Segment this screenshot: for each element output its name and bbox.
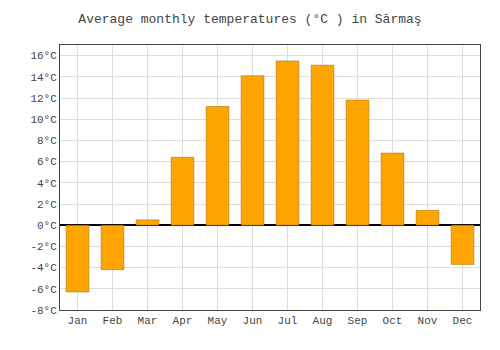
svg-text:Apr: Apr	[173, 315, 193, 327]
svg-text:-6°C: -6°C	[30, 284, 57, 296]
svg-text:-2°C: -2°C	[30, 241, 57, 253]
svg-text:Jan: Jan	[68, 315, 88, 327]
svg-text:Jun: Jun	[243, 315, 263, 327]
svg-text:Sep: Sep	[348, 315, 368, 327]
svg-text:Mar: Mar	[138, 315, 158, 327]
svg-text:4°C: 4°C	[37, 178, 57, 190]
svg-text:12°C: 12°C	[30, 93, 57, 105]
svg-text:Feb: Feb	[103, 315, 123, 327]
svg-text:16°C: 16°C	[30, 50, 57, 62]
svg-text:Dec: Dec	[453, 315, 473, 327]
svg-text:May: May	[208, 315, 228, 327]
svg-text:Jul: Jul	[278, 315, 298, 327]
svg-text:14°C: 14°C	[30, 72, 57, 84]
svg-text:0°C: 0°C	[37, 220, 57, 232]
svg-text:Nov: Nov	[418, 315, 438, 327]
svg-text:-8°C: -8°C	[30, 305, 57, 317]
svg-text:Average monthly temperatures (: Average monthly temperatures (°C ) in Să…	[78, 12, 421, 27]
svg-text:6°C: 6°C	[37, 156, 57, 168]
svg-text:10°C: 10°C	[30, 114, 57, 126]
svg-text:Aug: Aug	[313, 315, 333, 327]
svg-text:8°C: 8°C	[37, 135, 57, 147]
svg-text:-4°C: -4°C	[30, 262, 57, 274]
svg-text:Oct: Oct	[383, 315, 403, 327]
svg-text:2°C: 2°C	[37, 199, 57, 211]
